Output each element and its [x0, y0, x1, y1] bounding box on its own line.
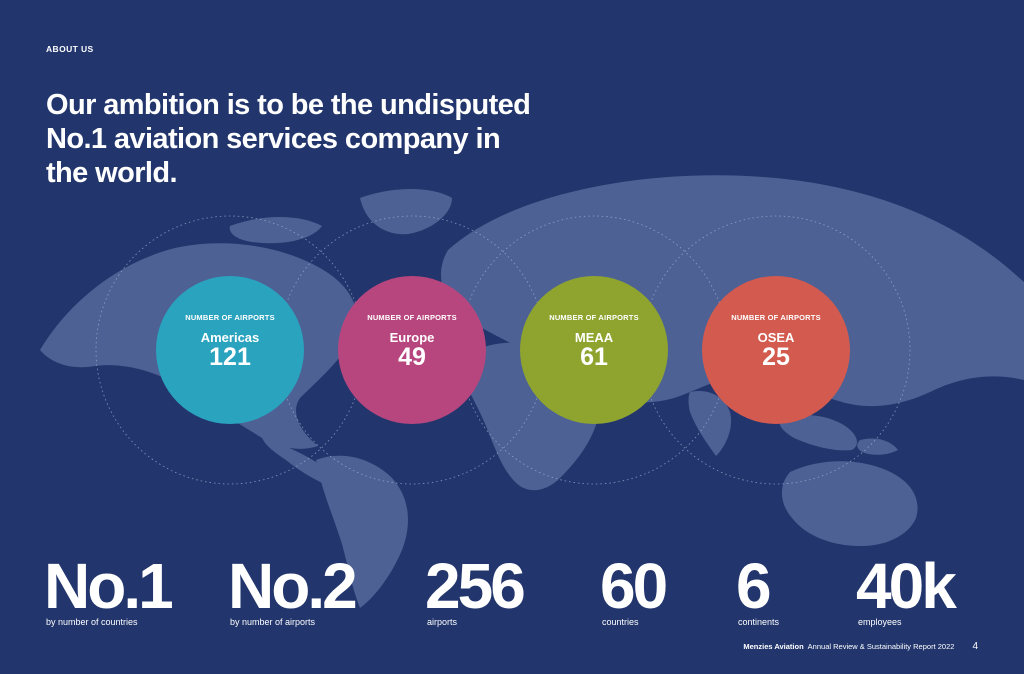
- circle-caption: NUMBER OF AIRPORTS: [185, 313, 275, 322]
- airports-europe-circle: NUMBER OF AIRPORTS Europe 49: [338, 276, 486, 424]
- stat-label: by number of countries: [46, 617, 138, 627]
- page-headline: Our ambition is to be the undisputed No.…: [46, 89, 531, 189]
- stat-label: countries: [602, 617, 639, 627]
- circle-region: OSEA: [757, 330, 795, 345]
- circle-region: Europe: [389, 330, 435, 345]
- airports-osea-circle: NUMBER OF AIRPORTS OSEA 25: [702, 276, 850, 424]
- stat-employees: 40k employees: [856, 550, 957, 627]
- circle-value: 121: [209, 343, 251, 371]
- airports-americas-circle: NUMBER OF AIRPORTS Americas 121: [156, 276, 304, 424]
- stat-rank-countries: No.1 by number of countries: [44, 550, 174, 627]
- airports-meaa-circle: NUMBER OF AIRPORTS MEAA 61: [520, 276, 668, 424]
- stat-label: airports: [427, 617, 458, 627]
- stat-value: No.1: [44, 550, 174, 622]
- stat-value: No.2: [228, 550, 358, 622]
- section-label: ABOUT US: [46, 44, 94, 54]
- circle-region: Americas: [200, 330, 260, 345]
- stat-value: 6: [736, 550, 772, 622]
- circle-value: 25: [762, 343, 790, 371]
- stat-continents: 6 continents: [736, 554, 779, 627]
- circle-region: MEAA: [574, 330, 614, 345]
- circle-caption: NUMBER OF AIRPORTS: [367, 313, 457, 322]
- circle-value: 61: [580, 343, 608, 371]
- circle-caption: NUMBER OF AIRPORTS: [731, 313, 821, 322]
- stat-label: continents: [738, 617, 780, 627]
- footer-report-title: Annual Review & Sustainability Report 20…: [807, 642, 955, 651]
- stat-label: by number of airports: [230, 617, 316, 627]
- page-number: 4: [972, 641, 978, 652]
- stat-value: 256: [425, 550, 526, 622]
- page-footer: Menzies Aviation Annual Review & Sustain…: [743, 641, 978, 652]
- circle-caption: NUMBER OF AIRPORTS: [549, 313, 639, 322]
- stat-value: 40k: [856, 550, 957, 622]
- stat-rank-airports: No.2 by number of airports: [228, 550, 358, 627]
- stat-label: employees: [858, 617, 902, 627]
- stat-value: 60: [600, 550, 668, 622]
- stat-countries: 60 countries: [600, 550, 668, 627]
- footer-brand: Menzies Aviation: [743, 642, 804, 651]
- stat-airports: 256 airports: [425, 550, 526, 627]
- circle-value: 49: [398, 343, 426, 371]
